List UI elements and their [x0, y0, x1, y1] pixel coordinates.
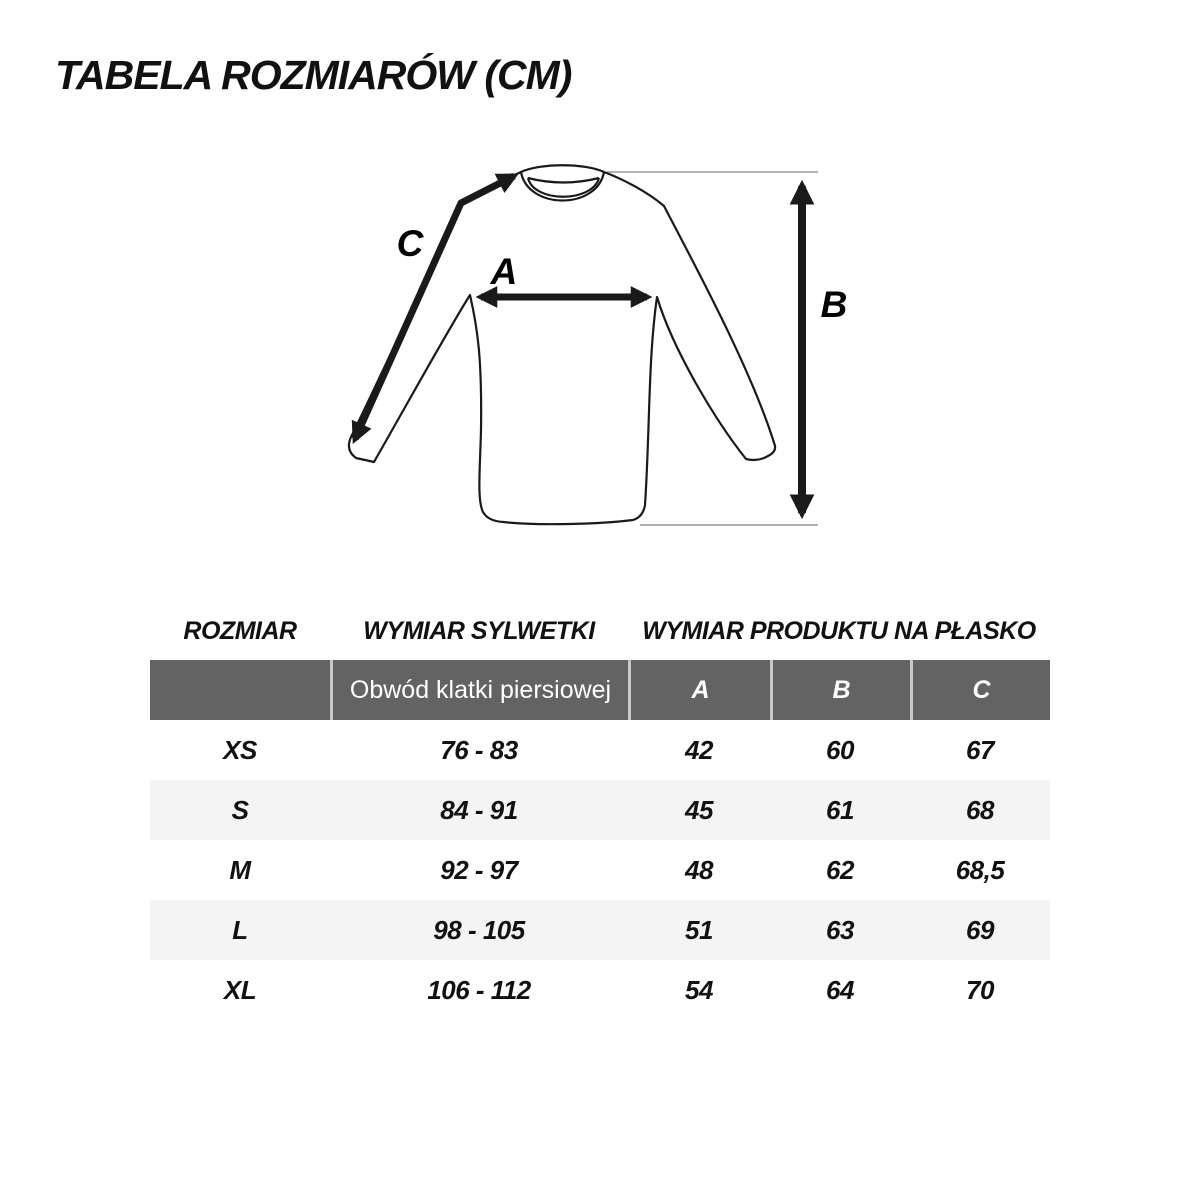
b-cell: 60	[826, 734, 854, 765]
chest-cell: 98 - 105	[433, 914, 525, 945]
label-a: A	[490, 251, 518, 292]
table-row-s: S 84 - 91 45 61 68	[150, 780, 1050, 840]
shirt-measurement-diagram: A B C	[347, 164, 848, 526]
label-b: B	[821, 284, 848, 325]
b-cell: 62	[826, 854, 854, 885]
header-cell-size	[150, 660, 330, 720]
a-cell: 42	[685, 734, 713, 765]
header-cell-a: A	[628, 660, 770, 720]
shirt-outline	[347, 164, 777, 526]
b-cell: 61	[826, 794, 854, 825]
table-header-row: Obwód klatki piersiowej A B C	[150, 660, 1050, 720]
size-cell: XL	[223, 974, 257, 1005]
chest-cell: 106 - 112	[427, 974, 531, 1005]
header-cell-b: B	[770, 660, 910, 720]
label-c: C	[397, 223, 425, 264]
size-cell: S	[231, 794, 249, 825]
group-header-wymiar-produktu: WYMIAR PRODUKTU NA PŁASKO	[642, 616, 1036, 645]
a-cell: 54	[685, 974, 713, 1005]
size-cell: L	[232, 914, 248, 945]
collar-outer-band	[519, 171, 606, 202]
chest-cell: 92 - 97	[440, 854, 518, 885]
size-cell: M	[229, 854, 251, 885]
header-cell-chest: Obwód klatki piersiowej	[330, 660, 628, 720]
c-cell: 69	[966, 914, 994, 945]
collar-back-line	[527, 176, 600, 184]
b-cell: 63	[826, 914, 854, 945]
a-cell: 51	[685, 914, 713, 945]
size-table: Obwód klatki piersiowej A B C XS 76 - 83…	[150, 660, 1050, 1020]
table-row-xl: XL 106 - 112 54 64 70	[150, 960, 1050, 1020]
c-cell: 68	[966, 794, 994, 825]
header-cell-c: C	[910, 660, 1050, 720]
a-cell: 45	[685, 794, 713, 825]
chest-cell: 84 - 91	[440, 794, 518, 825]
collar-inner-neckline	[526, 177, 601, 198]
a-cell: 48	[685, 854, 713, 885]
group-header-rozmiar: ROZMIAR	[183, 616, 297, 645]
group-header-wymiar-sylwetki: WYMIAR SYLWETKI	[363, 616, 595, 645]
b-cell: 64	[826, 974, 854, 1005]
table-row-l: L 98 - 105 51 63 69	[150, 900, 1050, 960]
page-title: TABELA ROZMIARÓW (CM)	[55, 52, 572, 98]
table-row-m: M 92 - 97 48 62 68,5	[150, 840, 1050, 900]
c-cell: 67	[966, 734, 994, 765]
chest-cell: 76 - 83	[440, 734, 518, 765]
size-cell: XS	[223, 734, 257, 765]
c-cell: 70	[966, 974, 994, 1005]
c-cell: 68,5	[955, 854, 1005, 885]
measure-arrow-c	[351, 172, 519, 444]
table-row-xs: XS 76 - 83 42 60 67	[150, 720, 1050, 780]
